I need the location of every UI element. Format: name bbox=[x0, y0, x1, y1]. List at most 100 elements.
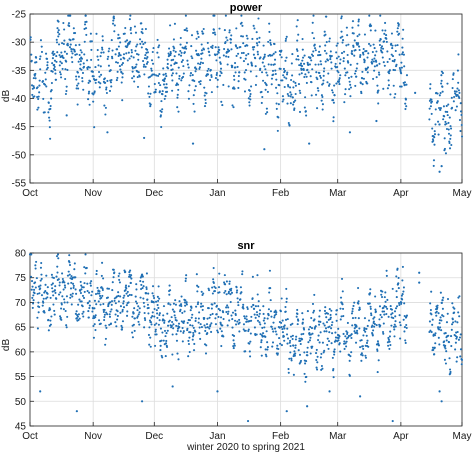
data-point bbox=[35, 260, 38, 263]
data-point bbox=[271, 69, 275, 72]
data-point bbox=[228, 319, 231, 322]
data-point bbox=[180, 303, 183, 306]
data-point bbox=[442, 105, 445, 108]
data-point bbox=[108, 89, 112, 92]
data-point bbox=[188, 84, 191, 87]
data-point bbox=[439, 91, 442, 95]
data-point bbox=[332, 99, 335, 102]
data-point bbox=[205, 92, 208, 95]
data-point bbox=[346, 331, 349, 334]
data-point bbox=[249, 332, 252, 335]
data-point bbox=[376, 91, 379, 94]
data-point bbox=[375, 76, 378, 79]
data-point bbox=[388, 340, 391, 343]
data-point bbox=[348, 374, 351, 377]
data-point bbox=[444, 120, 447, 123]
data-point bbox=[166, 58, 169, 61]
data-point bbox=[271, 341, 275, 344]
data-point bbox=[247, 97, 250, 100]
data-point bbox=[179, 36, 182, 40]
data-point bbox=[430, 112, 433, 115]
data-point bbox=[265, 355, 268, 358]
data-point bbox=[399, 337, 402, 340]
data-point bbox=[401, 298, 404, 301]
data-point bbox=[96, 48, 99, 52]
data-point bbox=[385, 269, 388, 272]
data-point bbox=[378, 43, 382, 47]
data-point bbox=[458, 295, 461, 298]
data-point bbox=[77, 82, 80, 85]
data-point bbox=[252, 304, 255, 307]
data-point bbox=[276, 352, 279, 355]
data-point bbox=[178, 77, 181, 80]
data-point bbox=[157, 299, 160, 302]
data-point bbox=[401, 37, 404, 40]
data-point bbox=[310, 81, 313, 84]
data-point bbox=[31, 296, 34, 299]
data-point bbox=[46, 66, 49, 69]
data-point bbox=[452, 73, 455, 76]
data-point bbox=[182, 75, 185, 78]
data-point bbox=[182, 321, 185, 325]
data-point bbox=[432, 159, 436, 162]
data-point bbox=[269, 43, 273, 46]
data-point bbox=[263, 326, 266, 329]
data-point bbox=[314, 325, 317, 328]
data-point bbox=[180, 51, 183, 54]
data-point bbox=[331, 91, 334, 94]
data-point bbox=[353, 39, 356, 42]
data-point bbox=[364, 330, 367, 333]
data-point bbox=[54, 291, 57, 294]
data-point bbox=[82, 88, 85, 91]
data-point bbox=[248, 101, 251, 104]
data-point bbox=[437, 120, 440, 123]
data-point bbox=[338, 83, 341, 86]
data-point bbox=[380, 295, 384, 299]
data-point bbox=[380, 45, 384, 48]
data-point bbox=[244, 329, 247, 332]
data-point bbox=[214, 54, 217, 57]
data-point bbox=[264, 353, 267, 356]
data-point bbox=[148, 319, 152, 322]
data-point bbox=[309, 325, 312, 329]
data-point bbox=[256, 53, 260, 56]
data-point bbox=[318, 341, 321, 344]
data-point bbox=[170, 324, 173, 328]
data-point bbox=[228, 282, 231, 285]
data-point bbox=[169, 24, 172, 27]
data-point bbox=[263, 53, 266, 56]
data-point bbox=[169, 303, 172, 306]
data-point bbox=[147, 92, 150, 95]
data-point bbox=[190, 45, 193, 48]
data-point bbox=[130, 277, 133, 280]
data-point bbox=[373, 323, 376, 326]
data-point bbox=[293, 107, 296, 110]
data-point bbox=[391, 312, 394, 315]
data-point bbox=[41, 304, 44, 307]
data-point bbox=[255, 311, 258, 314]
data-point bbox=[401, 51, 404, 54]
data-point bbox=[349, 63, 352, 66]
data-point bbox=[189, 309, 192, 312]
data-point bbox=[344, 74, 347, 77]
data-point bbox=[55, 60, 58, 63]
data-point bbox=[432, 348, 435, 352]
data-point bbox=[179, 49, 182, 53]
data-point bbox=[275, 86, 278, 89]
data-point bbox=[172, 327, 175, 330]
data-point bbox=[197, 62, 200, 65]
data-point bbox=[185, 303, 188, 306]
data-point bbox=[328, 308, 331, 311]
data-point bbox=[279, 53, 282, 56]
data-point bbox=[176, 96, 179, 99]
data-point bbox=[290, 357, 293, 360]
data-point bbox=[355, 67, 358, 70]
data-point bbox=[30, 53, 33, 56]
data-point bbox=[403, 330, 406, 333]
data-point bbox=[370, 312, 373, 315]
data-point bbox=[389, 343, 392, 347]
data-point bbox=[288, 357, 291, 360]
data-point bbox=[144, 27, 147, 31]
data-point bbox=[54, 78, 58, 81]
data-point bbox=[51, 62, 54, 65]
